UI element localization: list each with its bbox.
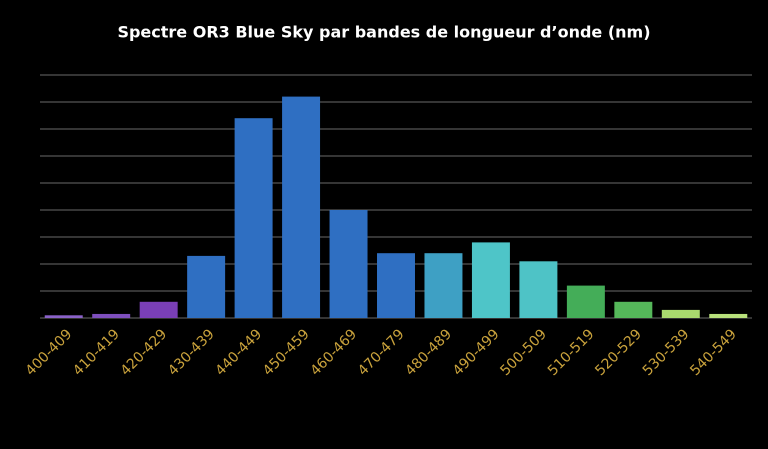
bar (614, 301, 653, 318)
bar (282, 96, 321, 318)
bar (187, 255, 226, 318)
bar (471, 242, 510, 318)
bar (44, 315, 83, 318)
bar (661, 309, 700, 318)
bar (377, 253, 415, 318)
bar (234, 118, 273, 318)
bar (92, 313, 131, 318)
bar (329, 210, 368, 318)
bar (139, 301, 178, 318)
bar (424, 253, 463, 318)
bar (566, 285, 605, 318)
bar (709, 313, 748, 318)
chart-title: Spectre OR3 Blue Sky par bandes de longu… (117, 23, 650, 42)
bar (519, 261, 558, 318)
